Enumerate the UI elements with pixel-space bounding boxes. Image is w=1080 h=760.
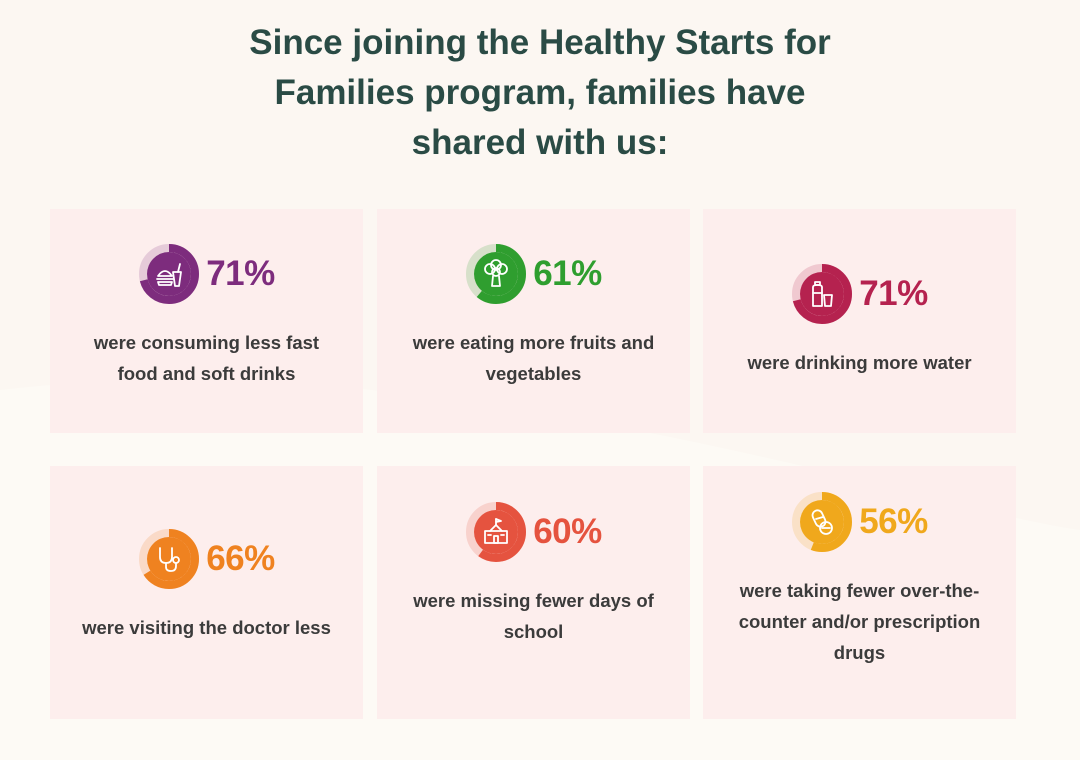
stat-card-doctor: 66% were visiting the doctor less [50,466,363,719]
desc-line: were eating more fruits and [412,332,655,353]
fast-food-icon [139,244,200,304]
stat-description: were taking fewer over-the- counter and/… [739,575,981,668]
desc-line: were drinking more water [747,351,972,373]
stat-percent: 60% [533,511,602,551]
stat-row: 71% [138,243,275,305]
progress-ring [791,491,853,553]
pills-icon [792,492,853,552]
desc-line: counter and/or prescription [738,611,981,632]
water-bottle-icon [792,263,853,324]
progress-ring [465,243,527,305]
stat-row: 56% [791,491,928,553]
progress-ring [791,263,853,325]
stat-percent: 71% [859,273,928,313]
stat-card-fast-food: 71% were consuming less fast food and so… [50,209,363,433]
stat-description: were visiting the doctor less [82,612,331,643]
stat-percent: 66% [206,539,275,578]
stat-row: 61% [465,243,602,305]
desc-line: school [503,620,564,642]
stat-description: were eating more fruits and vegetables [413,327,655,389]
title-line: Since joining the Healthy Starts for [249,23,831,62]
page-title: Since joining the Healthy Starts for Fam… [0,18,1080,168]
stat-percent: 71% [206,254,275,293]
progress-ring [138,528,200,590]
desc-line: vegetables [485,363,582,384]
stat-row: 66% [138,528,275,590]
stat-description: were drinking more water [747,347,971,378]
stat-row: 71% [791,263,928,325]
school-icon [466,501,527,562]
desc-line: were consuming less fast [93,332,320,353]
desc-line: were taking fewer over-the- [739,580,980,601]
stat-row: 60% [465,501,602,563]
desc-line: were missing fewer days of [413,589,654,611]
desc-line: food and soft drinks [117,363,296,384]
title-line: shared with us: [411,123,669,162]
stat-description: were consuming less fast food and soft d… [94,327,319,389]
stat-card-drugs: 56% were taking fewer over-the- counter … [703,466,1016,719]
title-line: Families program, families have [274,73,806,112]
stethoscope-icon [139,529,200,589]
broccoli-icon [466,244,527,304]
desc-line: drugs [833,642,886,663]
stat-card-water: 71% were drinking more water [703,209,1016,433]
stat-card-vegetables: 61% were eating more fruits and vegetabl… [377,209,690,433]
stat-description: were missing fewer days of school [413,585,654,647]
desc-line: were visiting the doctor less [82,617,331,638]
progress-ring [465,501,527,563]
stat-card-school: 60% were missing fewer days of school [377,466,690,719]
progress-ring [138,243,200,305]
stat-percent: 61% [533,254,602,293]
stat-percent: 56% [859,502,928,541]
